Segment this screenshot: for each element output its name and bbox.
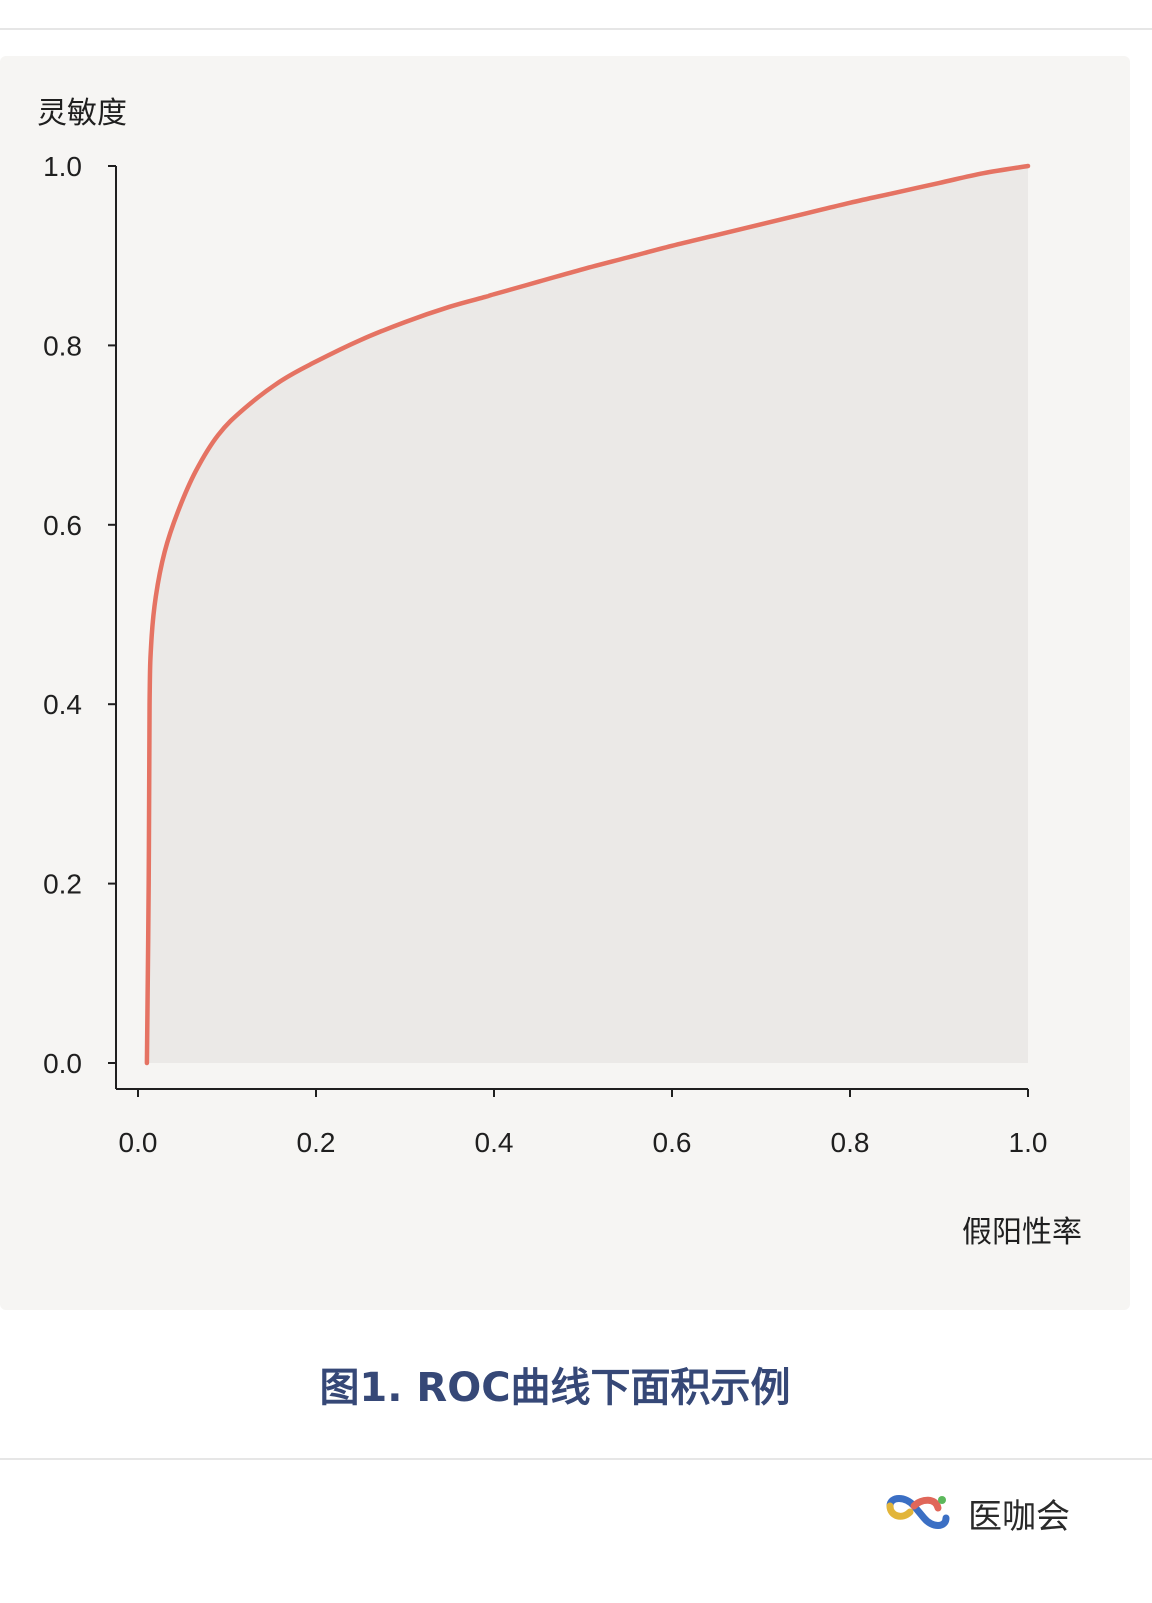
y-tick-label: 0.2	[43, 869, 82, 900]
y-tick-label: 0.6	[43, 510, 82, 541]
top-divider	[0, 28, 1152, 30]
roc-curve-line	[144, 163, 1031, 1066]
x-tick-label: 0.4	[475, 1127, 514, 1158]
brand-logo-icon	[886, 1495, 950, 1529]
figure-caption: 图1. ROC曲线下面积示例	[319, 1365, 791, 1411]
brand: 医咖会	[884, 1488, 1070, 1538]
y-tick-label: 0.8	[43, 330, 82, 361]
x-tick-label: 1.0	[1009, 1127, 1048, 1158]
x-tick-label: 0.6	[653, 1127, 692, 1158]
brand-name: 医咖会	[968, 1496, 1070, 1537]
x-axis-ticks: 0.0 0.2 0.4 0.6 0.8 1.0	[119, 1089, 1048, 1158]
y-tick-label: 0.4	[43, 689, 82, 720]
x-axis-title: 假阳性率	[962, 1215, 1082, 1250]
auc-area	[146, 166, 1028, 1063]
roc-chart: 0.0 0.2 0.4 0.6 0.8 1.0 0.0 0.2 0.4 0.6 0.8 1.0	[43, 151, 1048, 1158]
y-tick-label: 1.0	[43, 151, 82, 182]
bottom-divider	[0, 1458, 1152, 1460]
y-axis-title: 灵敏度	[37, 96, 127, 131]
x-tick-label: 0.0	[119, 1127, 158, 1158]
y-tick-label: 0.0	[43, 1048, 82, 1079]
x-tick-label: 0.2	[297, 1127, 336, 1158]
x-tick-label: 0.8	[831, 1127, 870, 1158]
y-axis-ticks: 0.0 0.2 0.4 0.6 0.8 1.0	[43, 151, 116, 1079]
